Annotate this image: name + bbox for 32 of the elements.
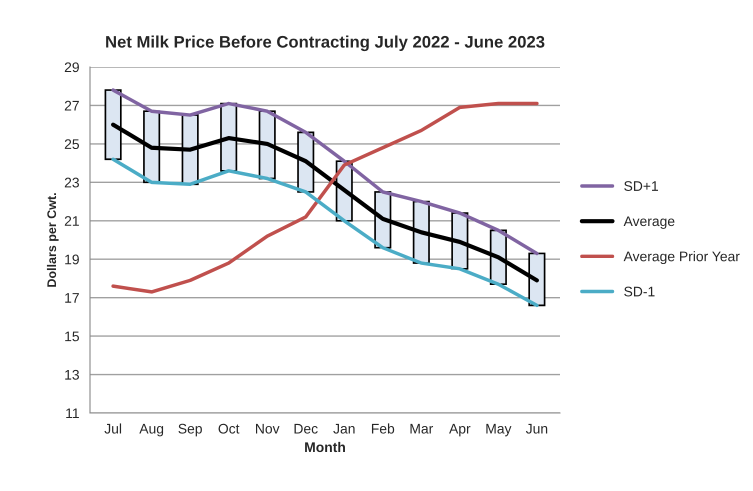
x-tick-label: May xyxy=(486,424,512,436)
x-tick-label: Mar xyxy=(410,424,434,434)
line-series xyxy=(111,88,539,256)
x-tick-label: Apr xyxy=(449,424,470,436)
legend-label: SD+1 xyxy=(624,181,658,191)
x-tick-label: Aug xyxy=(139,424,164,436)
legend-label: Average xyxy=(624,216,674,229)
y-axis-title: Dollars per Cwt. xyxy=(46,193,59,287)
y-tick-label: 27 xyxy=(64,100,79,110)
y-tick-label: 25 xyxy=(64,139,80,150)
x-tick-label: Sep xyxy=(178,424,202,436)
x-tick-label: Dec xyxy=(294,424,318,434)
line-series xyxy=(111,102,539,294)
x-tick-label: Nov xyxy=(256,424,280,434)
legend-label: Average Prior Year xyxy=(624,251,740,264)
x-tick-label: Oct xyxy=(218,424,240,434)
y-tick-label: 15 xyxy=(65,332,80,342)
chart-title: Net Milk Price Before Contracting July 2022 - June 2023 xyxy=(106,35,544,52)
y-tick-label: 21 xyxy=(64,216,79,226)
x-tick-label: Feb xyxy=(372,423,394,434)
y-tick-label: 23 xyxy=(64,178,79,188)
x-tick-label: Jun xyxy=(526,424,548,434)
y-tick-label: 11 xyxy=(66,408,79,418)
x-tick-label: Jul xyxy=(104,423,122,434)
line-series xyxy=(111,158,539,308)
y-tick-label: 13 xyxy=(65,370,79,380)
y-tick-label: 29 xyxy=(64,62,79,72)
legend-label: SD-1 xyxy=(624,286,655,296)
x-tick-label: Jan xyxy=(333,424,355,434)
y-tick-label: 17 xyxy=(65,293,79,303)
y-tick-label: 19 xyxy=(65,254,79,264)
x-axis-title: Month xyxy=(305,442,345,452)
